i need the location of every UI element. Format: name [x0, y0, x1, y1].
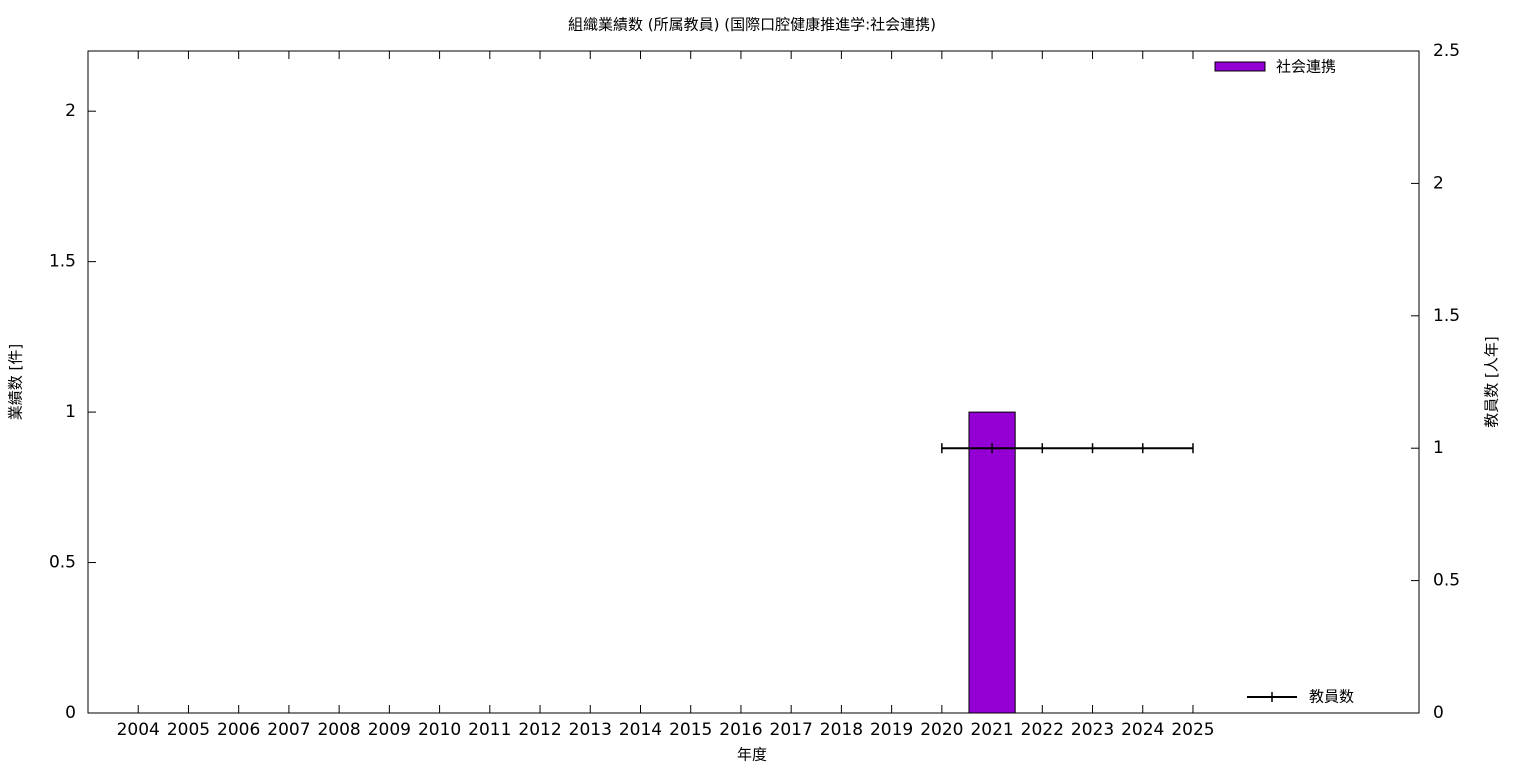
x-tick-label: 2009 [368, 720, 411, 740]
x-tick-label: 2019 [870, 720, 913, 740]
x-tick-label: 2021 [970, 720, 1013, 740]
x-axis-label: 年度 [737, 746, 767, 764]
y2-tick-label: 0 [1433, 703, 1444, 723]
x-tick-label: 2004 [117, 720, 160, 740]
legend-label: 教員数 [1309, 688, 1354, 706]
x-tick-label: 2012 [518, 720, 561, 740]
legend-label: 社会連携 [1276, 58, 1336, 76]
y-tick-label: 0.5 [49, 553, 76, 573]
x-tick-label: 2010 [418, 720, 461, 740]
x-tick-label: 2017 [770, 720, 813, 740]
x-tick-label: 2024 [1121, 720, 1164, 740]
legend-swatch [1214, 61, 1266, 72]
y2-tick-label: 1.5 [1433, 306, 1460, 326]
plot-border [87, 50, 1420, 714]
x-tick-label: 2015 [669, 720, 712, 740]
y2-tick-label: 1 [1433, 438, 1444, 458]
chart-title: 組織業績数 (所属教員) (国際口腔健康推進学:社会連携) [568, 16, 936, 34]
x-tick-label: 2022 [1021, 720, 1064, 740]
x-tick-label: 2006 [217, 720, 260, 740]
x-tick-label: 2011 [468, 720, 511, 740]
y-tick-label: 1.5 [49, 252, 76, 272]
bar [968, 411, 1016, 714]
y-tick-label: 1 [65, 402, 76, 422]
x-tick-label: 2025 [1171, 720, 1214, 740]
x-tick-label: 2020 [920, 720, 963, 740]
x-tick-label: 2005 [167, 720, 210, 740]
y2-tick-label: 2 [1433, 173, 1444, 193]
x-tick-label: 2023 [1071, 720, 1114, 740]
x-tick-label: 2008 [317, 720, 360, 740]
y-axis-label: 業績数 [件] [7, 344, 25, 420]
y-tick-label: 0 [65, 703, 76, 723]
x-tick-label: 2007 [267, 720, 310, 740]
x-tick-label: 2013 [569, 720, 612, 740]
x-tick-label: 2018 [820, 720, 863, 740]
y2-axis-label: 教員数 [人年] [1483, 336, 1501, 427]
y2-tick-label: 0.5 [1433, 571, 1460, 591]
y-tick-label: 2 [65, 101, 76, 121]
y2-tick-label: 2.5 [1433, 41, 1460, 61]
x-tick-label: 2016 [719, 720, 762, 740]
x-tick-label: 2014 [619, 720, 662, 740]
